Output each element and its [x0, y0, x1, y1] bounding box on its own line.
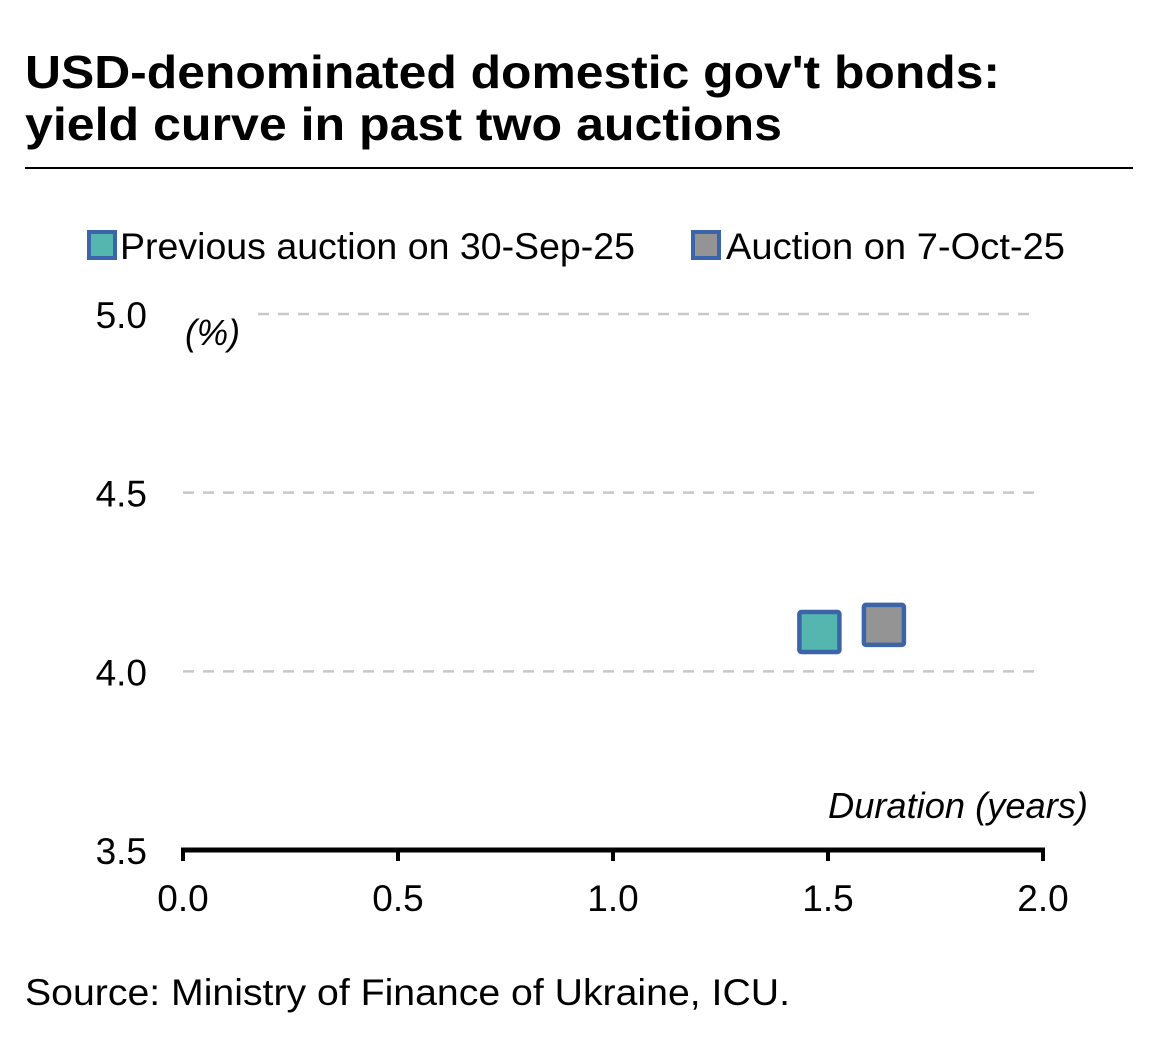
- legend-label-current: Auction on 7-Oct-25: [726, 226, 1065, 267]
- x-tick-label: 1.0: [587, 878, 638, 919]
- data-point-current: [861, 602, 907, 648]
- legend: Previous auction on 30-Sep-25 Auction on…: [87, 226, 1065, 267]
- legend-label-previous: Previous auction on 30-Sep-25: [120, 226, 635, 267]
- chart-title-line-2: yield curve in past two auctions: [25, 98, 782, 150]
- x-tick-label: 2.0: [1017, 878, 1068, 919]
- chart-title-line-1: USD-denominated domestic gov't bonds:: [25, 46, 1000, 98]
- gridlines: [183, 312, 1035, 673]
- x-axis-label: Duration (years): [828, 785, 1088, 826]
- y-axis-label: (%): [185, 312, 240, 353]
- y-tick-label: 4.0: [96, 652, 147, 693]
- y-tick-label: 5.0: [96, 295, 147, 336]
- data-point-previous: [797, 609, 842, 655]
- x-tick-label: 0.0: [157, 878, 208, 919]
- y-tick-label: 4.5: [96, 474, 147, 515]
- y-tick-label: 3.5: [96, 831, 147, 872]
- legend-swatch-previous: [87, 230, 117, 260]
- x-tick-label: 0.5: [372, 878, 423, 919]
- x-tick-label: 1.5: [802, 878, 853, 919]
- legend-swatch-current: [691, 230, 721, 260]
- data-points: [797, 602, 907, 655]
- y-axis: 5.0 4.5 4.0 3.5: [96, 295, 147, 872]
- x-axis: 0.0 0.5 1.0 1.5 2.0: [157, 848, 1069, 919]
- source-note: Source: Ministry of Finance of Ukraine, …: [25, 972, 790, 1013]
